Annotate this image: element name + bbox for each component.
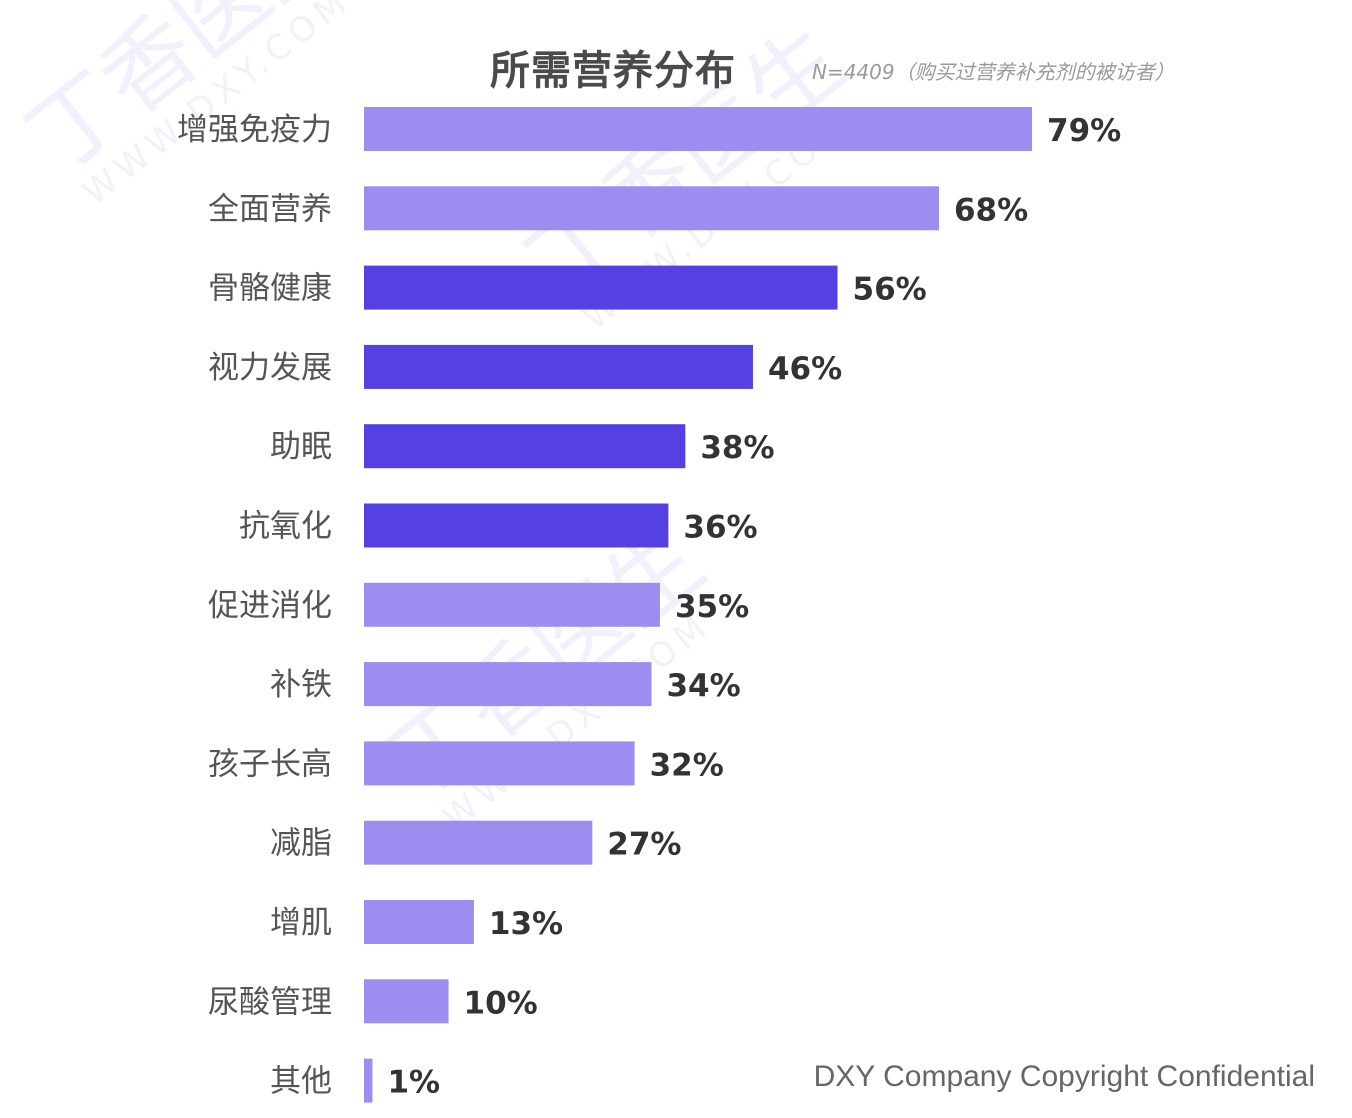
category-label: 尿酸管理: [208, 984, 332, 1020]
category-label: 促进消化: [208, 588, 332, 624]
category-label: 补铁: [270, 667, 332, 703]
category-label: 减脂: [270, 826, 332, 862]
data-label: 35%: [675, 589, 749, 625]
data-label: 34%: [666, 668, 740, 704]
bar: [364, 820, 593, 865]
bar: [364, 265, 838, 310]
bar: [364, 662, 652, 707]
data-label: 1%: [387, 1065, 440, 1101]
data-label: 27%: [607, 827, 681, 863]
data-label: 32%: [650, 747, 724, 783]
category-label: 抗氧化: [239, 509, 332, 545]
category-label: 孩子长高: [208, 746, 332, 782]
data-label: 46%: [768, 351, 842, 387]
bar: [364, 107, 1032, 151]
bar: [364, 582, 660, 627]
chart-title: 所需营养分布: [490, 48, 736, 94]
data-label: 38%: [700, 430, 774, 466]
category-label: 增肌: [270, 905, 332, 941]
category-label: 助眠: [270, 429, 332, 465]
bar: [364, 900, 474, 944]
bar: [364, 741, 635, 786]
bar: [364, 424, 686, 469]
category-label: 其他: [270, 1064, 332, 1100]
data-label: 79%: [1047, 113, 1121, 149]
category-label: 骨骼健康: [208, 271, 332, 307]
data-label: 36%: [683, 510, 757, 546]
category-label: 视力发展: [208, 350, 332, 386]
bar: [364, 979, 449, 1024]
data-label: 10%: [464, 985, 538, 1021]
category-label: 全面营养: [208, 191, 332, 227]
bar: [364, 503, 669, 548]
bar: [364, 186, 939, 231]
data-label: 13%: [489, 906, 563, 942]
copyright-footer: DXY Company Copyright Confidential: [813, 1060, 1315, 1093]
chart-subtitle: N=4409（购买过营养补充剂的被访者）: [812, 60, 1175, 84]
data-label: 68%: [954, 192, 1028, 228]
bar: [364, 344, 753, 389]
data-label: 56%: [853, 272, 927, 308]
bar: [364, 1058, 373, 1103]
category-label: 增强免疫力: [177, 112, 332, 148]
